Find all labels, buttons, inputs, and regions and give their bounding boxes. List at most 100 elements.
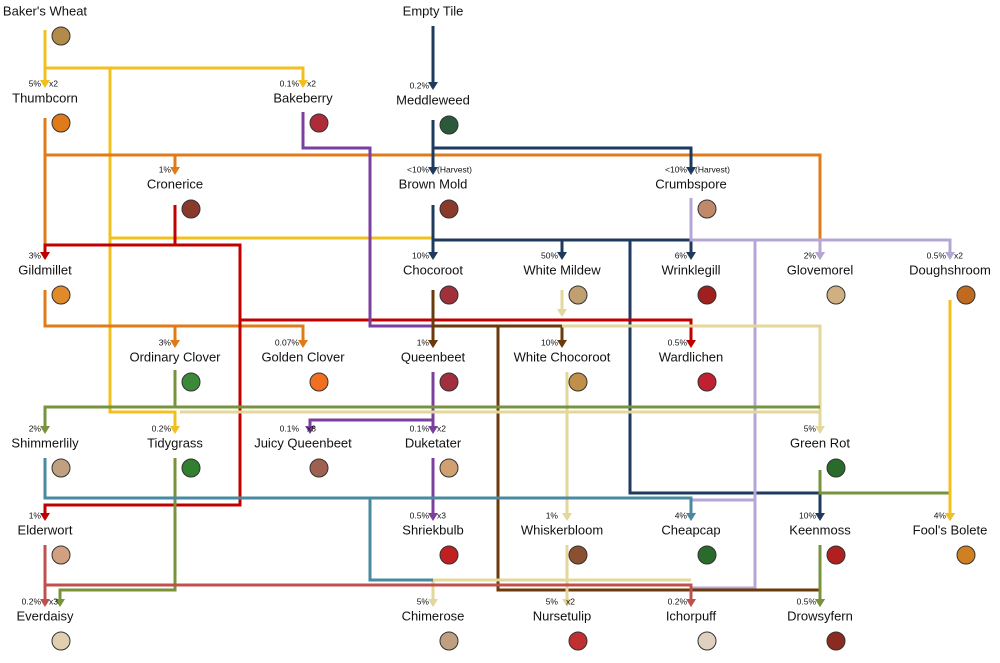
arrowhead: [170, 167, 180, 175]
arrowhead: [170, 426, 180, 434]
chance-label: 0.1%: [410, 423, 430, 433]
node-icon: [181, 199, 201, 219]
arrowhead: [562, 513, 572, 521]
node-label: Thumbcorn: [12, 90, 78, 105]
label-bg: [772, 263, 868, 279]
chance-label: 0.5%: [797, 596, 817, 606]
arrowhead: [686, 513, 696, 521]
node-label: Elderwort: [18, 522, 73, 537]
node-icon: [439, 115, 459, 135]
arrowhead: [945, 513, 955, 521]
label-bg: [385, 177, 481, 193]
node-icon: [697, 199, 717, 219]
arrowhead: [815, 599, 825, 607]
multiplier-label: x2: [437, 423, 446, 433]
connector: [433, 238, 822, 519]
node-label: Shriekbulb: [402, 522, 463, 537]
node-label: Glovemorel: [787, 262, 854, 277]
node-icon: [826, 285, 846, 305]
connector: [301, 112, 435, 346]
node-icon: [439, 631, 459, 651]
node-label: Shimmerlily: [11, 435, 79, 450]
label-bg: [0, 609, 93, 625]
connector: [43, 205, 177, 258]
node-icon: [51, 26, 71, 46]
chance-label: 1%: [417, 337, 430, 347]
arrowhead: [686, 340, 696, 348]
node-label: Everdaisy: [16, 608, 74, 623]
arrowhead: [298, 80, 308, 88]
arrowhead: [428, 167, 438, 175]
chance-label: 3%: [159, 337, 172, 347]
connector: [818, 470, 952, 519]
connector: [43, 243, 242, 519]
chance-label: 0.07%: [275, 337, 300, 347]
node-icon: [51, 458, 71, 478]
arrowhead: [55, 599, 65, 607]
multiplier-label: x2: [307, 78, 316, 88]
node-label: Keenmoss: [789, 522, 851, 537]
node-icon: [826, 545, 846, 565]
node-label: White Mildew: [523, 262, 601, 277]
arrowhead: [686, 167, 696, 175]
chance-label: 0.1%: [280, 78, 300, 88]
chance-label: 5%: [546, 596, 559, 606]
multiplier-label: x2: [49, 78, 58, 88]
chance-label: 4%: [675, 510, 688, 520]
node-label: Ichorpuff: [666, 608, 717, 623]
arrowhead: [428, 82, 438, 90]
node-label: Meddleweed: [396, 92, 470, 107]
connector: [433, 146, 693, 173]
node-label: Ordinary Clover: [129, 349, 221, 364]
node-label: Green Rot: [790, 435, 850, 450]
node-icon: [439, 458, 459, 478]
label-bg: [385, 436, 481, 452]
label-bg: [127, 436, 223, 452]
node-icon: [181, 458, 201, 478]
connector: [45, 153, 822, 258]
label-bg: [772, 436, 868, 452]
label-bg: [385, 523, 481, 539]
chance-label: <10%: [407, 164, 429, 174]
chance-label: 2%: [29, 423, 42, 433]
chance-label: 0.5%: [927, 250, 947, 260]
chance-label: 1%: [29, 510, 42, 520]
label-bg: [902, 523, 998, 539]
chance-label: 6%: [675, 250, 688, 260]
label-bg: [0, 4, 93, 20]
chance-label: 3%: [29, 250, 42, 260]
chance-label: 2%: [804, 250, 817, 260]
node-icon: [439, 285, 459, 305]
node-label: Drowsyfern: [787, 608, 853, 623]
node-label: Crumbspore: [655, 176, 727, 191]
arrowhead: [428, 513, 438, 521]
arrowhead: [428, 599, 438, 607]
node-label: Cronerice: [147, 176, 203, 191]
node-icon: [51, 113, 71, 133]
node-label: Fool's Bolete: [913, 522, 988, 537]
arrowhead: [428, 426, 438, 434]
node-label: Tidygrass: [147, 435, 203, 450]
multiplier-label: x3: [437, 510, 446, 520]
label-bg: [0, 91, 93, 107]
label-bg: [643, 350, 739, 366]
label-bg: [385, 350, 481, 366]
note-label: (Harvest): [437, 164, 472, 174]
node-icon: [826, 631, 846, 651]
arrowhead: [557, 309, 567, 317]
node-icon: [309, 113, 329, 133]
label-bg: [643, 177, 739, 193]
node-icon: [956, 285, 976, 305]
label-bg: [127, 350, 223, 366]
label-bg: [643, 523, 739, 539]
arrowhead: [40, 513, 50, 521]
chance-label: 0.2%: [152, 423, 172, 433]
node-icon: [568, 545, 588, 565]
label-bg: [514, 263, 610, 279]
node-icon: [826, 458, 846, 478]
label-bg: [255, 350, 351, 366]
label-bg: [385, 4, 481, 20]
node-label: Empty Tile: [403, 3, 464, 18]
node-label: Baker's Wheat: [3, 3, 88, 18]
